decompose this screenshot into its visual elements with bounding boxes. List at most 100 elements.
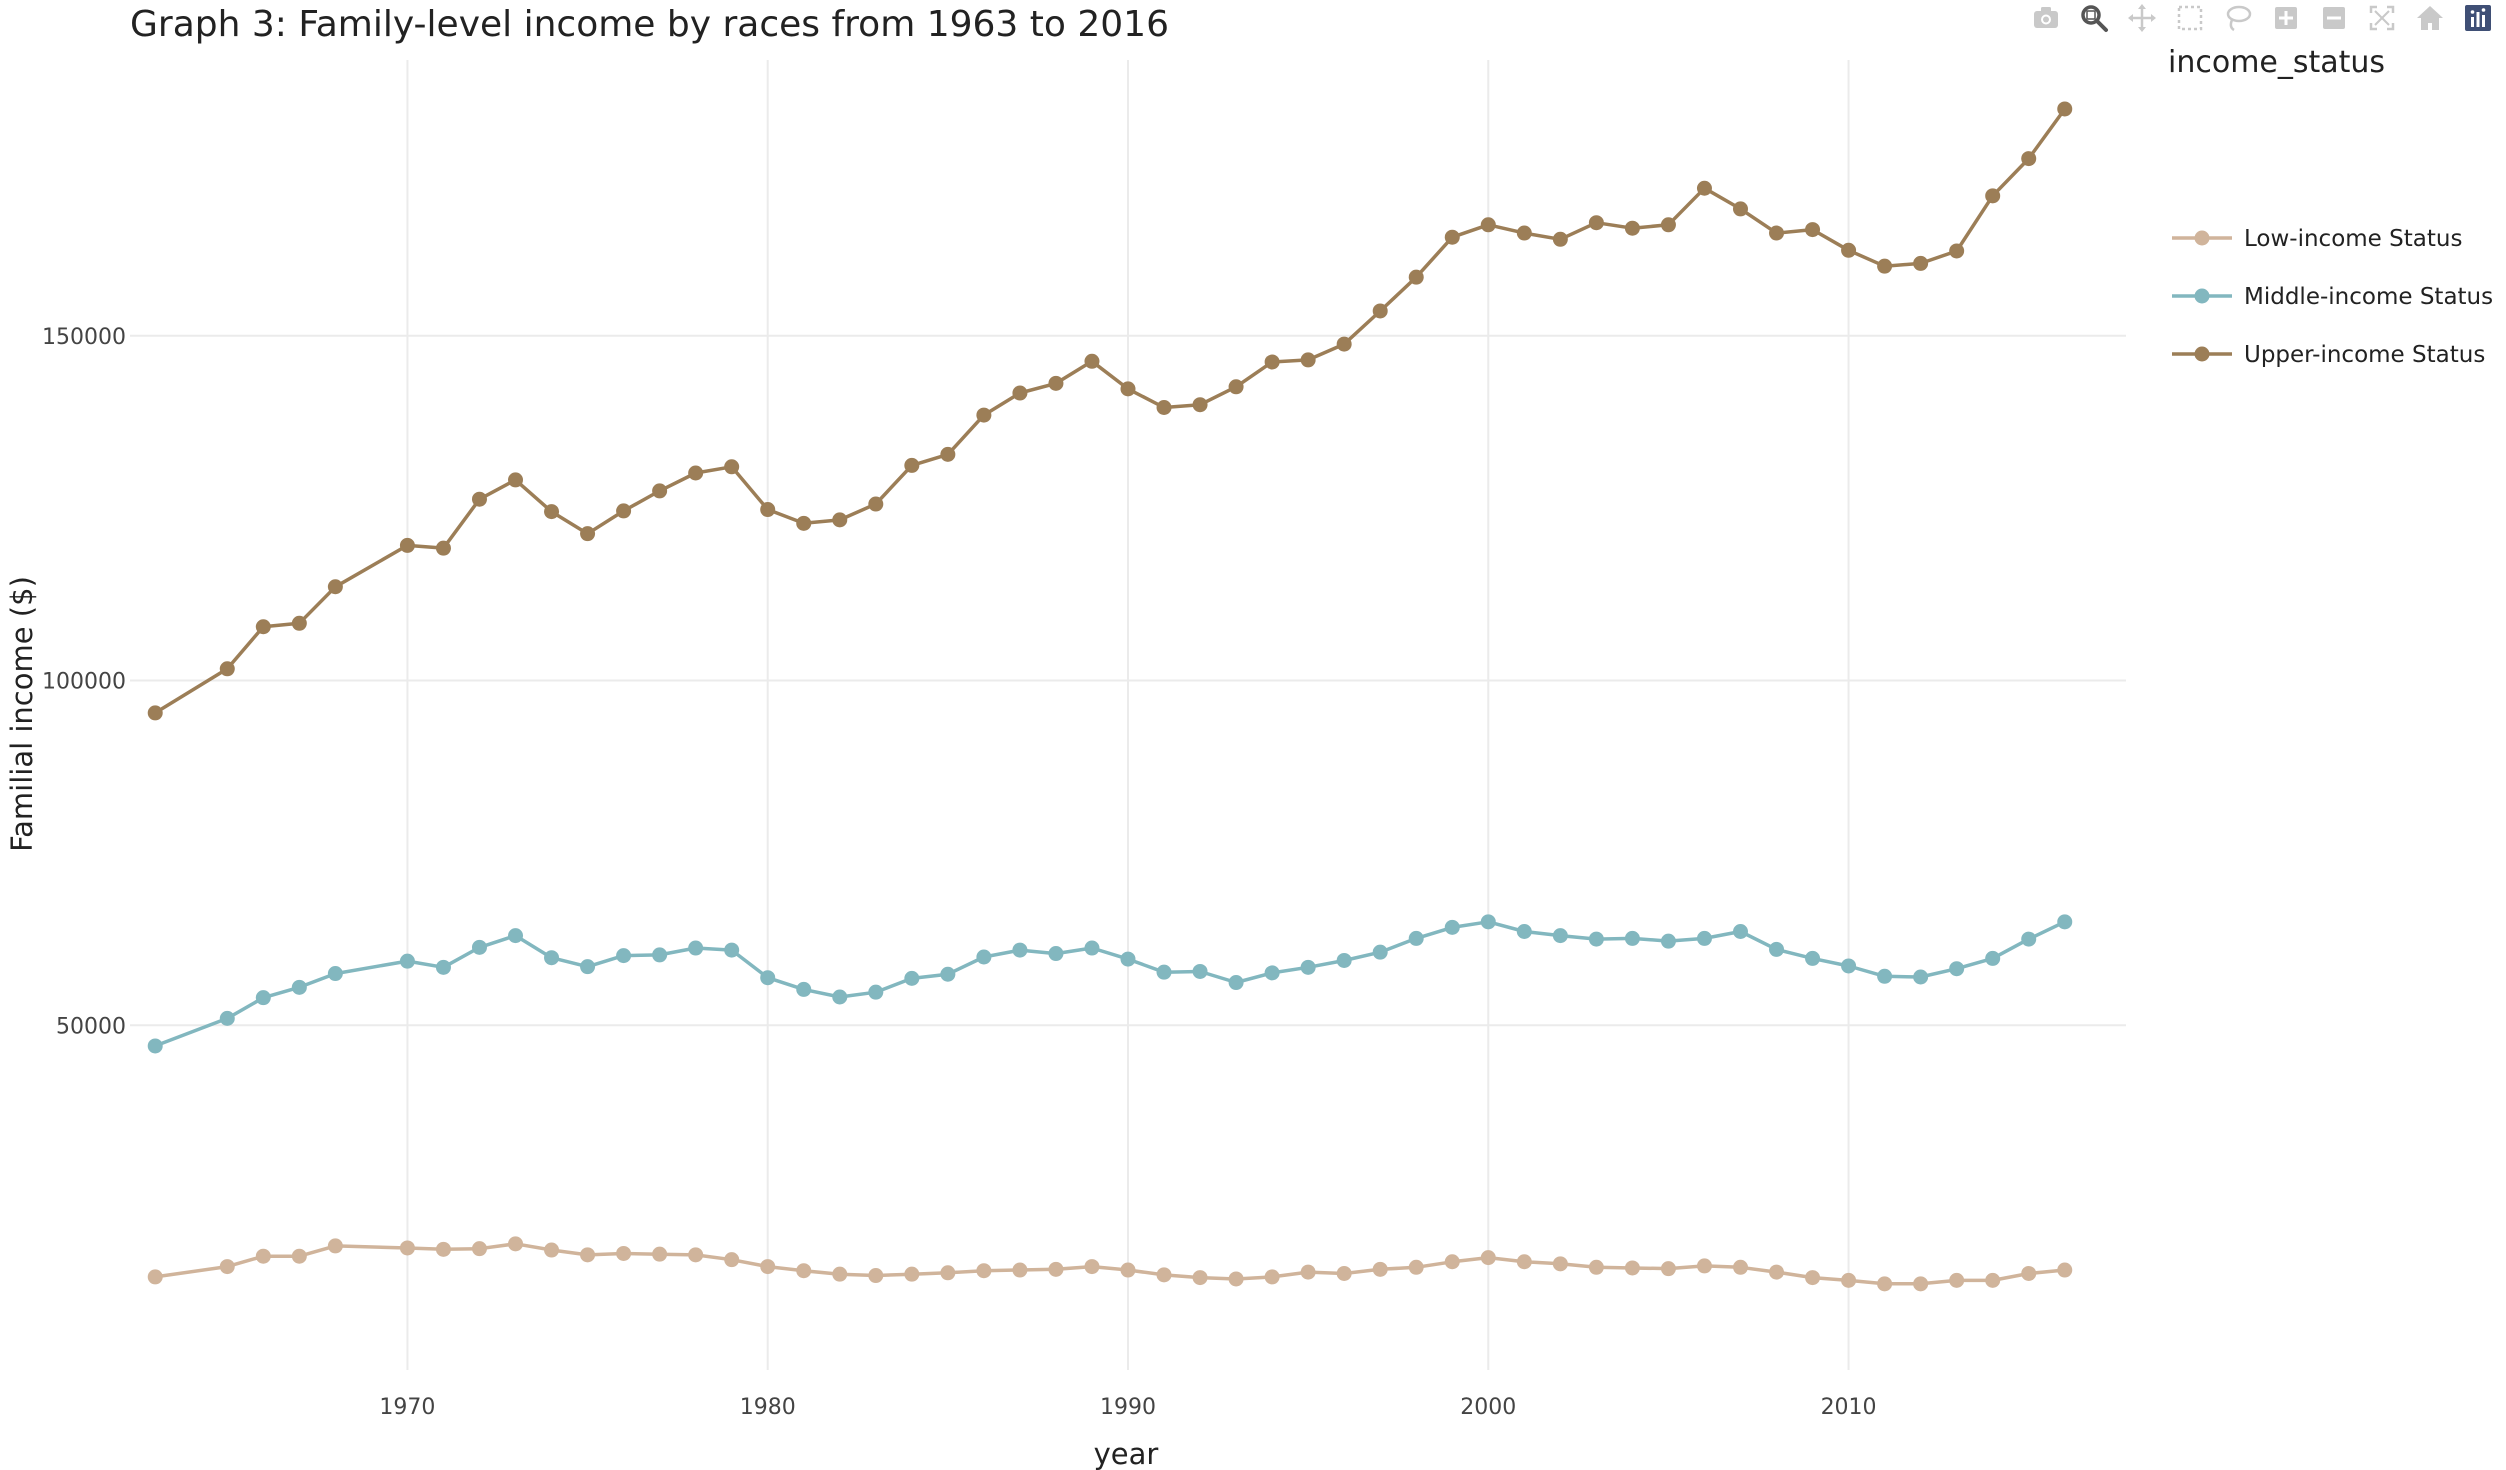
series-low-income-status[interactable] xyxy=(147,1236,2073,1292)
data-point[interactable] xyxy=(616,948,632,964)
data-point[interactable] xyxy=(1841,242,1857,258)
data-point[interactable] xyxy=(1913,255,1929,271)
data-point[interactable] xyxy=(724,1252,740,1268)
data-point[interactable] xyxy=(796,1263,812,1279)
data-point[interactable] xyxy=(724,459,740,475)
data-point[interactable] xyxy=(616,503,632,519)
legend-item[interactable]: Middle-income Status xyxy=(2172,284,2493,310)
data-point[interactable] xyxy=(580,526,596,542)
data-point[interactable] xyxy=(219,1259,235,1275)
data-point[interactable] xyxy=(1300,1264,1316,1280)
data-point[interactable] xyxy=(291,615,307,631)
data-point[interactable] xyxy=(1012,385,1028,401)
zoom-icon[interactable] xyxy=(2074,0,2114,36)
data-point[interactable] xyxy=(1949,243,1965,259)
data-point[interactable] xyxy=(1156,964,1172,980)
data-point[interactable] xyxy=(904,970,920,986)
data-point[interactable] xyxy=(1372,944,1388,960)
data-point[interactable] xyxy=(1841,1272,1857,1288)
data-point[interactable] xyxy=(1336,336,1352,352)
data-point[interactable] xyxy=(652,1246,668,1262)
data-point[interactable] xyxy=(327,579,343,595)
data-point[interactable] xyxy=(1300,352,1316,368)
data-point[interactable] xyxy=(1336,1265,1352,1281)
data-point[interactable] xyxy=(1012,1262,1028,1278)
data-point[interactable] xyxy=(760,970,776,986)
data-point[interactable] xyxy=(544,1242,560,1258)
data-point[interactable] xyxy=(760,502,776,518)
data-point[interactable] xyxy=(724,942,740,958)
data-point[interactable] xyxy=(1228,379,1244,395)
data-point[interactable] xyxy=(1336,952,1352,968)
data-point[interactable] xyxy=(1696,180,1712,196)
data-point[interactable] xyxy=(616,1245,632,1261)
series-upper-income-status[interactable] xyxy=(147,101,2073,721)
reset-axes-icon[interactable] xyxy=(2410,0,2450,36)
data-point[interactable] xyxy=(1516,1254,1532,1270)
data-point[interactable] xyxy=(580,959,596,975)
data-point[interactable] xyxy=(1624,930,1640,946)
data-point[interactable] xyxy=(1192,397,1208,413)
data-point[interactable] xyxy=(1769,225,1785,241)
data-point[interactable] xyxy=(544,504,560,520)
lasso-icon[interactable] xyxy=(2218,0,2258,36)
data-point[interactable] xyxy=(1877,968,1893,984)
zoom-in-icon[interactable] xyxy=(2266,0,2306,36)
data-point[interactable] xyxy=(435,1241,451,1257)
data-point[interactable] xyxy=(1769,1264,1785,1280)
data-point[interactable] xyxy=(1805,222,1821,238)
data-point[interactable] xyxy=(1769,941,1785,957)
legend-item[interactable]: Low-income Status xyxy=(2172,226,2462,252)
data-point[interactable] xyxy=(1949,1272,1965,1288)
data-point[interactable] xyxy=(1444,919,1460,935)
zoom-out-icon[interactable] xyxy=(2314,0,2354,36)
data-point[interactable] xyxy=(1877,258,1893,274)
data-point[interactable] xyxy=(1660,933,1676,949)
data-point[interactable] xyxy=(1480,1250,1496,1266)
data-point[interactable] xyxy=(1877,1276,1893,1292)
data-point[interactable] xyxy=(2021,931,2037,947)
data-point[interactable] xyxy=(471,939,487,955)
data-point[interactable] xyxy=(1048,946,1064,962)
data-point[interactable] xyxy=(1264,965,1280,981)
data-point[interactable] xyxy=(255,990,271,1006)
data-point[interactable] xyxy=(1084,1259,1100,1275)
data-point[interactable] xyxy=(652,483,668,499)
data-point[interactable] xyxy=(976,1263,992,1279)
data-point[interactable] xyxy=(435,540,451,556)
data-point[interactable] xyxy=(1516,923,1532,939)
data-point[interactable] xyxy=(147,1038,163,1054)
data-point[interactable] xyxy=(1084,353,1100,369)
legend-item[interactable]: Upper-income Status xyxy=(2172,342,2485,368)
data-point[interactable] xyxy=(471,1241,487,1257)
data-point[interactable] xyxy=(1588,931,1604,947)
data-point[interactable] xyxy=(796,981,812,997)
data-point[interactable] xyxy=(219,1010,235,1026)
data-point[interactable] xyxy=(1552,1256,1568,1272)
data-point[interactable] xyxy=(1588,215,1604,231)
data-point[interactable] xyxy=(1949,961,1965,977)
data-point[interactable] xyxy=(580,1247,596,1263)
data-point[interactable] xyxy=(327,966,343,982)
data-point[interactable] xyxy=(1552,928,1568,944)
data-point[interactable] xyxy=(1228,1271,1244,1287)
series-middle-income-status[interactable] xyxy=(147,914,2073,1054)
data-point[interactable] xyxy=(1444,1254,1460,1270)
data-point[interactable] xyxy=(868,1268,884,1284)
camera-icon[interactable] xyxy=(2026,0,2066,36)
data-point[interactable] xyxy=(796,515,812,531)
data-point[interactable] xyxy=(1624,220,1640,236)
data-point[interactable] xyxy=(219,661,235,677)
data-point[interactable] xyxy=(832,989,848,1005)
data-point[interactable] xyxy=(1228,975,1244,991)
data-point[interactable] xyxy=(1624,1260,1640,1276)
data-point[interactable] xyxy=(1841,958,1857,974)
data-point[interactable] xyxy=(399,1240,415,1256)
data-point[interactable] xyxy=(940,1265,956,1281)
data-point[interactable] xyxy=(760,1259,776,1275)
data-point[interactable] xyxy=(1696,930,1712,946)
data-point[interactable] xyxy=(940,446,956,462)
data-point[interactable] xyxy=(544,950,560,966)
data-point[interactable] xyxy=(1732,1259,1748,1275)
data-point[interactable] xyxy=(2057,101,2073,117)
